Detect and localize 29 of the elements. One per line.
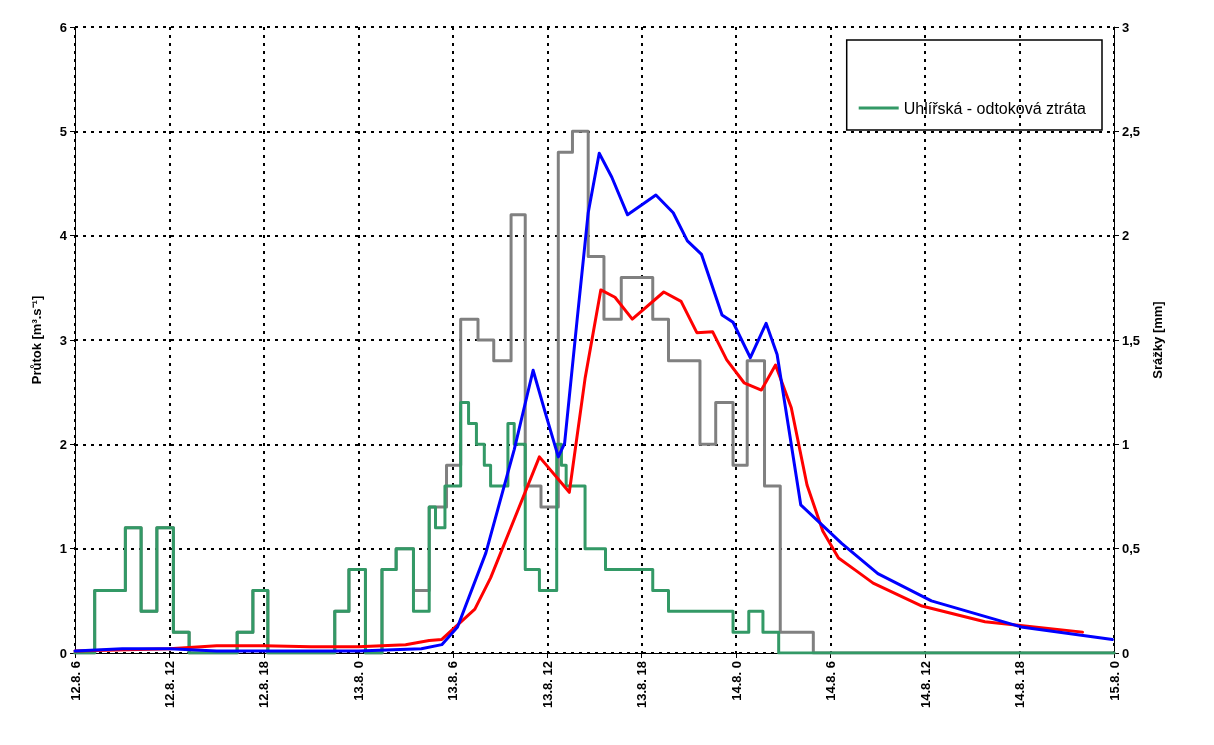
- y2-tick-label: 0: [1122, 645, 1130, 661]
- x-tick-label: 12.8. 6: [67, 661, 83, 701]
- y-tick-label: 3: [59, 332, 67, 348]
- y-tick-label: 2: [59, 436, 67, 452]
- y2-axis-title: Srážky [mm]: [1149, 301, 1165, 379]
- y-tick-label: 1: [59, 541, 67, 557]
- y2-tick-label: 3: [1122, 19, 1130, 35]
- y2-tick-label: 0,5: [1122, 541, 1141, 557]
- x-tick-label: 14.8. 18: [1012, 661, 1028, 708]
- x-tick-label: 12.8. 12: [161, 661, 177, 708]
- y2-tick-label: 1: [1122, 436, 1130, 452]
- x-tick-label: 14.8. 6: [823, 661, 839, 701]
- y-tick-label: 6: [59, 19, 67, 35]
- x-tick-label: 12.8. 18: [256, 661, 272, 708]
- y2-tick-label: 1,5: [1122, 332, 1141, 348]
- x-tick-label: 14.8. 0: [728, 661, 744, 701]
- x-tick-label: 13.8. 18: [634, 661, 650, 708]
- x-tick-label: 13.8. 12: [539, 661, 555, 708]
- y-tick-label: 0: [59, 645, 67, 661]
- legend-label: Uhlířská - odtoková ztráta: [903, 99, 1087, 117]
- y-tick-label: 4: [59, 228, 68, 244]
- y-axis-title: Průtok [m³.s⁻¹]: [29, 295, 44, 385]
- x-tick-label: 13.8. 6: [445, 661, 461, 701]
- x-tick-label: 14.8. 12: [917, 661, 933, 708]
- x-tick-label: 15.8. 0: [1106, 661, 1122, 701]
- y2-tick-label: 2: [1122, 228, 1130, 244]
- y2-tick-label: 2,5: [1122, 123, 1141, 139]
- y-tick-label: 5: [59, 123, 67, 139]
- x-tick-label: 13.8. 0: [350, 661, 366, 701]
